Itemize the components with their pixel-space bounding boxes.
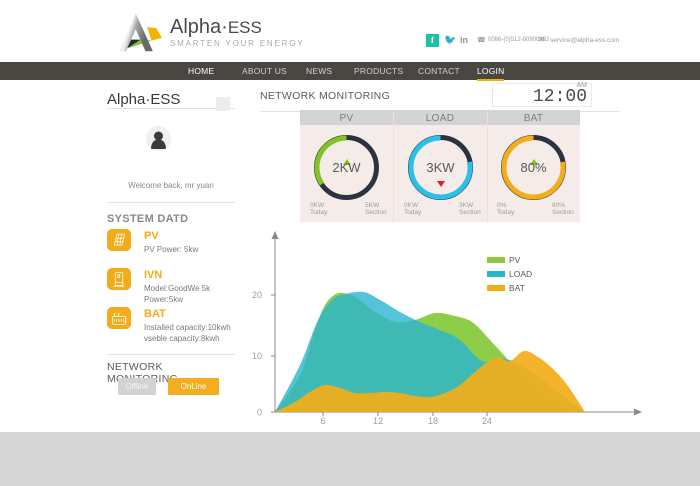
svg-text:24: 24 xyxy=(482,416,492,426)
svg-text:12: 12 xyxy=(373,416,383,426)
svg-text:6: 6 xyxy=(320,416,325,426)
svg-text:PV: PV xyxy=(509,255,521,265)
svg-text:0: 0 xyxy=(257,408,262,418)
svg-text:10: 10 xyxy=(252,351,262,361)
svg-text:18: 18 xyxy=(428,416,438,426)
svg-text:LOAD: LOAD xyxy=(509,269,532,279)
svg-text:20: 20 xyxy=(252,290,262,300)
svg-text:BAT: BAT xyxy=(509,283,525,293)
